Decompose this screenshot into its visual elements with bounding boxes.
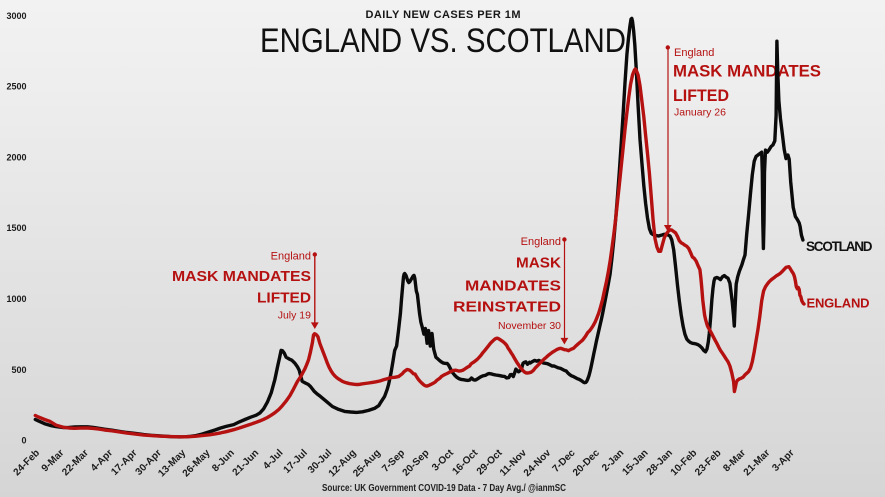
svg-text:England: England <box>674 47 714 59</box>
svg-text:MANDATES: MANDATES <box>465 279 561 295</box>
svg-text:DAILY NEW CASES PER 1M: DAILY NEW CASES PER 1M <box>366 9 521 21</box>
svg-text:January 26: January 26 <box>674 107 726 119</box>
svg-text:1500: 1500 <box>6 223 26 233</box>
svg-text:MASK MANDATES: MASK MANDATES <box>172 269 311 285</box>
svg-text:July 19: July 19 <box>278 310 311 322</box>
svg-text:LIFTED: LIFTED <box>257 291 311 307</box>
svg-text:ENGLAND: ENGLAND <box>807 296 870 311</box>
svg-text:MASK: MASK <box>516 256 562 272</box>
svg-text:Source: UK Government COVID-19: Source: UK Government COVID-19 Data - 7 … <box>322 483 566 494</box>
svg-text:England: England <box>271 251 311 263</box>
svg-text:3000: 3000 <box>6 11 26 21</box>
svg-text:MASK MANDATES: MASK MANDATES <box>673 63 821 81</box>
svg-text:2500: 2500 <box>6 82 26 92</box>
svg-text:LIFTED: LIFTED <box>673 87 729 105</box>
svg-text:0: 0 <box>21 436 26 446</box>
svg-text:1000: 1000 <box>6 294 26 304</box>
svg-text:SCOTLAND: SCOTLAND <box>806 239 873 254</box>
svg-text:November 30: November 30 <box>498 320 561 332</box>
svg-text:2000: 2000 <box>6 153 26 163</box>
svg-text:REINSTATED: REINSTATED <box>453 300 561 316</box>
svg-text:ENGLAND VS. SCOTLAND: ENGLAND VS. SCOTLAND <box>260 22 626 60</box>
svg-text:England: England <box>521 236 561 248</box>
svg-text:500: 500 <box>11 365 26 375</box>
